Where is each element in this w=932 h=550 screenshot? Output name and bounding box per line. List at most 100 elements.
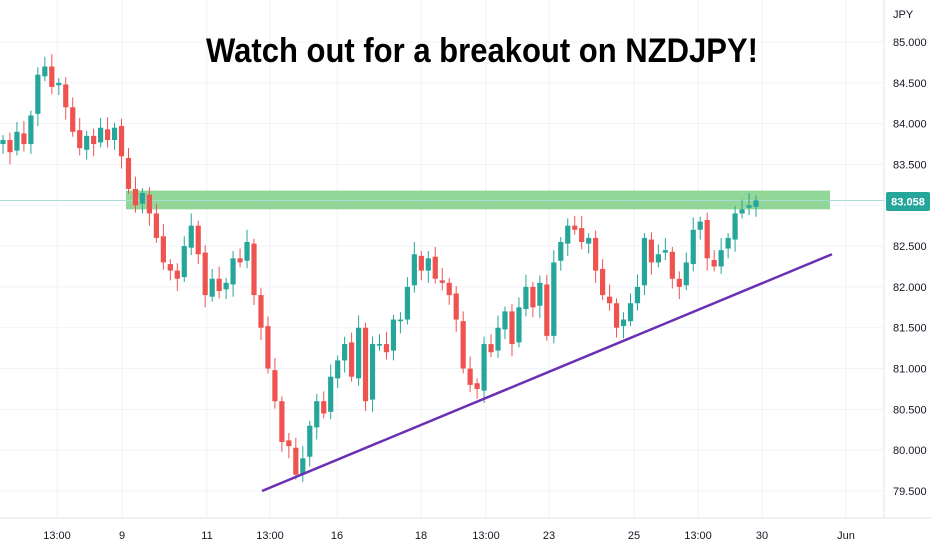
x-tick-label: 13:00: [684, 530, 712, 542]
y-tick-label: 81.000: [893, 364, 927, 376]
candle-body: [655, 254, 661, 263]
candle: [502, 306, 508, 340]
candle: [153, 203, 159, 243]
candle-body: [488, 344, 494, 353]
candle: [376, 334, 383, 351]
candle-body: [662, 250, 668, 253]
candle-body: [383, 344, 390, 353]
candle: [411, 242, 417, 293]
candle: [495, 315, 501, 358]
candle-body: [91, 135, 97, 145]
price-axis[interactable]: 85.00084.50084.00083.50083.00082.50082.0…: [893, 37, 927, 498]
candle: [627, 293, 634, 327]
candle: [132, 176, 139, 213]
candle: [425, 250, 431, 283]
candle-body: [104, 129, 111, 140]
candle-body: [397, 319, 404, 322]
y-tick-label: 80.000: [893, 445, 927, 457]
candle-body: [495, 327, 501, 351]
candle-body: [286, 440, 292, 447]
candle: [188, 213, 194, 256]
candle-body: [49, 66, 55, 87]
candle: [251, 238, 257, 305]
candle-body: [432, 256, 438, 279]
candle-body: [593, 237, 599, 271]
candle-body: [641, 237, 648, 286]
candle-body: [300, 458, 306, 475]
y-tick-label: 85.000: [893, 37, 927, 49]
candle: [676, 271, 682, 300]
candle-body: [174, 270, 180, 279]
candle: [697, 216, 703, 240]
candle-body: [265, 326, 271, 369]
candle: [662, 237, 668, 260]
x-tick-label: 30: [756, 530, 768, 542]
candle: [321, 391, 327, 419]
x-tick-label: Jun: [837, 530, 855, 542]
candle: [300, 446, 306, 483]
candle: [181, 236, 187, 283]
candle: [404, 277, 410, 325]
candle: [307, 420, 313, 467]
candle-body: [558, 242, 564, 261]
candle-body: [7, 139, 13, 153]
candle: [613, 298, 620, 338]
candle: [279, 396, 285, 452]
candle: [91, 128, 97, 157]
x-tick-label: 9: [119, 530, 125, 542]
candlestick-series: [0, 54, 759, 483]
time-axis[interactable]: 13:00 9 11 13:00 16 18 13:00 23 25 13:00 30 Jun: [43, 530, 855, 542]
candle-body: [439, 280, 445, 283]
candle: [418, 250, 424, 281]
candle-body: [613, 303, 620, 328]
candle-body: [237, 258, 243, 263]
candle-body: [425, 258, 431, 271]
candle: [63, 77, 69, 120]
candle: [509, 304, 515, 357]
candle-body: [63, 84, 69, 108]
y-tick-label: 82.000: [893, 282, 927, 294]
candle-body: [125, 157, 132, 189]
candle-body: [132, 188, 139, 206]
candle-body: [314, 401, 320, 428]
candle: [551, 250, 557, 344]
candle: [355, 315, 362, 386]
candle-body: [739, 209, 745, 214]
candle: [42, 56, 48, 82]
candle-body: [544, 284, 550, 336]
candle: [272, 357, 278, 409]
candle: [209, 268, 215, 302]
candle: [216, 266, 222, 299]
last-price-value: 83.058: [891, 197, 925, 209]
candle: [146, 187, 153, 226]
candle-body: [118, 126, 125, 157]
candle: [516, 297, 522, 348]
candle: [669, 246, 675, 289]
candle: [7, 132, 13, 165]
ascending-trendline: [261, 253, 833, 493]
candle: [390, 314, 397, 361]
candle: [223, 277, 229, 300]
candle-body: [725, 237, 731, 249]
candle: [383, 331, 390, 360]
candle-body: [404, 286, 410, 320]
chart-title: Watch out for a breakout on NZDJPY!: [206, 32, 758, 70]
candle-body: [342, 344, 348, 361]
candle-body: [460, 321, 466, 369]
candle: [286, 433, 292, 459]
candle: [572, 215, 578, 235]
candle-body: [523, 286, 529, 309]
candle-body: [153, 213, 159, 238]
candle-body: [690, 229, 696, 265]
candle: [265, 316, 271, 374]
candle-body: [753, 200, 759, 207]
candle-body: [683, 262, 689, 286]
candle-body: [146, 194, 153, 214]
resistance-zone: [126, 190, 830, 210]
candle: [230, 250, 236, 297]
x-tick-label: 13:00: [43, 530, 71, 542]
candle-body: [28, 115, 34, 145]
candle: [725, 233, 731, 259]
candle: [56, 77, 62, 96]
